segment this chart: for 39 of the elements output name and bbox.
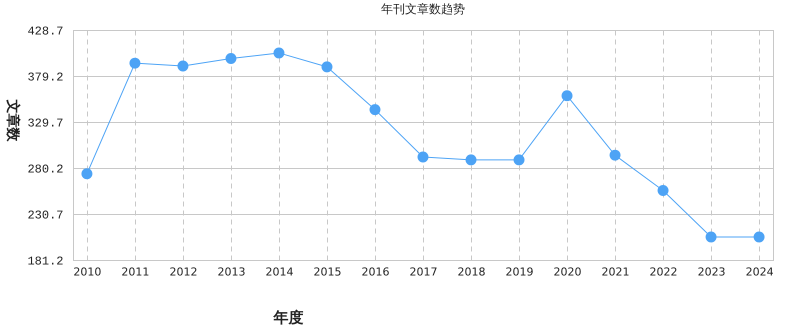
x-tick-label: 2016	[361, 266, 390, 278]
point	[658, 185, 669, 196]
x-tick-label: 2020	[554, 266, 582, 278]
point	[610, 150, 621, 161]
y-tick-label: 280.2	[27, 162, 64, 176]
point	[754, 231, 765, 242]
x-tick-label: 2018	[458, 266, 486, 278]
point	[418, 152, 428, 162]
point	[225, 53, 236, 64]
x-tick-label: 2019	[506, 266, 534, 278]
x-tick-label: 2010	[73, 266, 102, 278]
point	[129, 58, 140, 69]
x-tick-label: 2011	[121, 266, 150, 278]
y-tick-label: 230.7	[27, 208, 64, 222]
point	[177, 60, 188, 72]
point	[466, 154, 476, 166]
point	[514, 154, 524, 166]
y-tick-label: 329.7	[27, 116, 64, 130]
point	[370, 104, 380, 116]
point	[273, 47, 284, 58]
y-tick-label: 428.7	[27, 24, 64, 38]
point	[562, 90, 573, 102]
x-tick-label: 2023	[698, 266, 726, 278]
y-axis-title: 文章数	[4, 98, 22, 142]
x-tick-label: 2013	[217, 266, 246, 278]
x-axis-title: 年度	[272, 308, 304, 326]
y-tick-label: 379.2	[27, 70, 64, 84]
x-tick-label: 2022	[650, 266, 678, 278]
x-tick-label: 2017	[410, 266, 438, 278]
x-tick-label: 2012	[169, 266, 198, 278]
x-tick-label: 2015	[313, 266, 342, 278]
point	[81, 168, 92, 180]
point	[322, 61, 332, 72]
point	[706, 231, 717, 242]
chart-title: 年刊文章数趋势	[381, 2, 465, 16]
x-tick-label: 2014	[265, 266, 294, 278]
y-tick-label: 181.2	[27, 254, 64, 268]
x-tick-label: 2021	[602, 266, 630, 278]
x-tick-label: 2024	[746, 266, 774, 278]
